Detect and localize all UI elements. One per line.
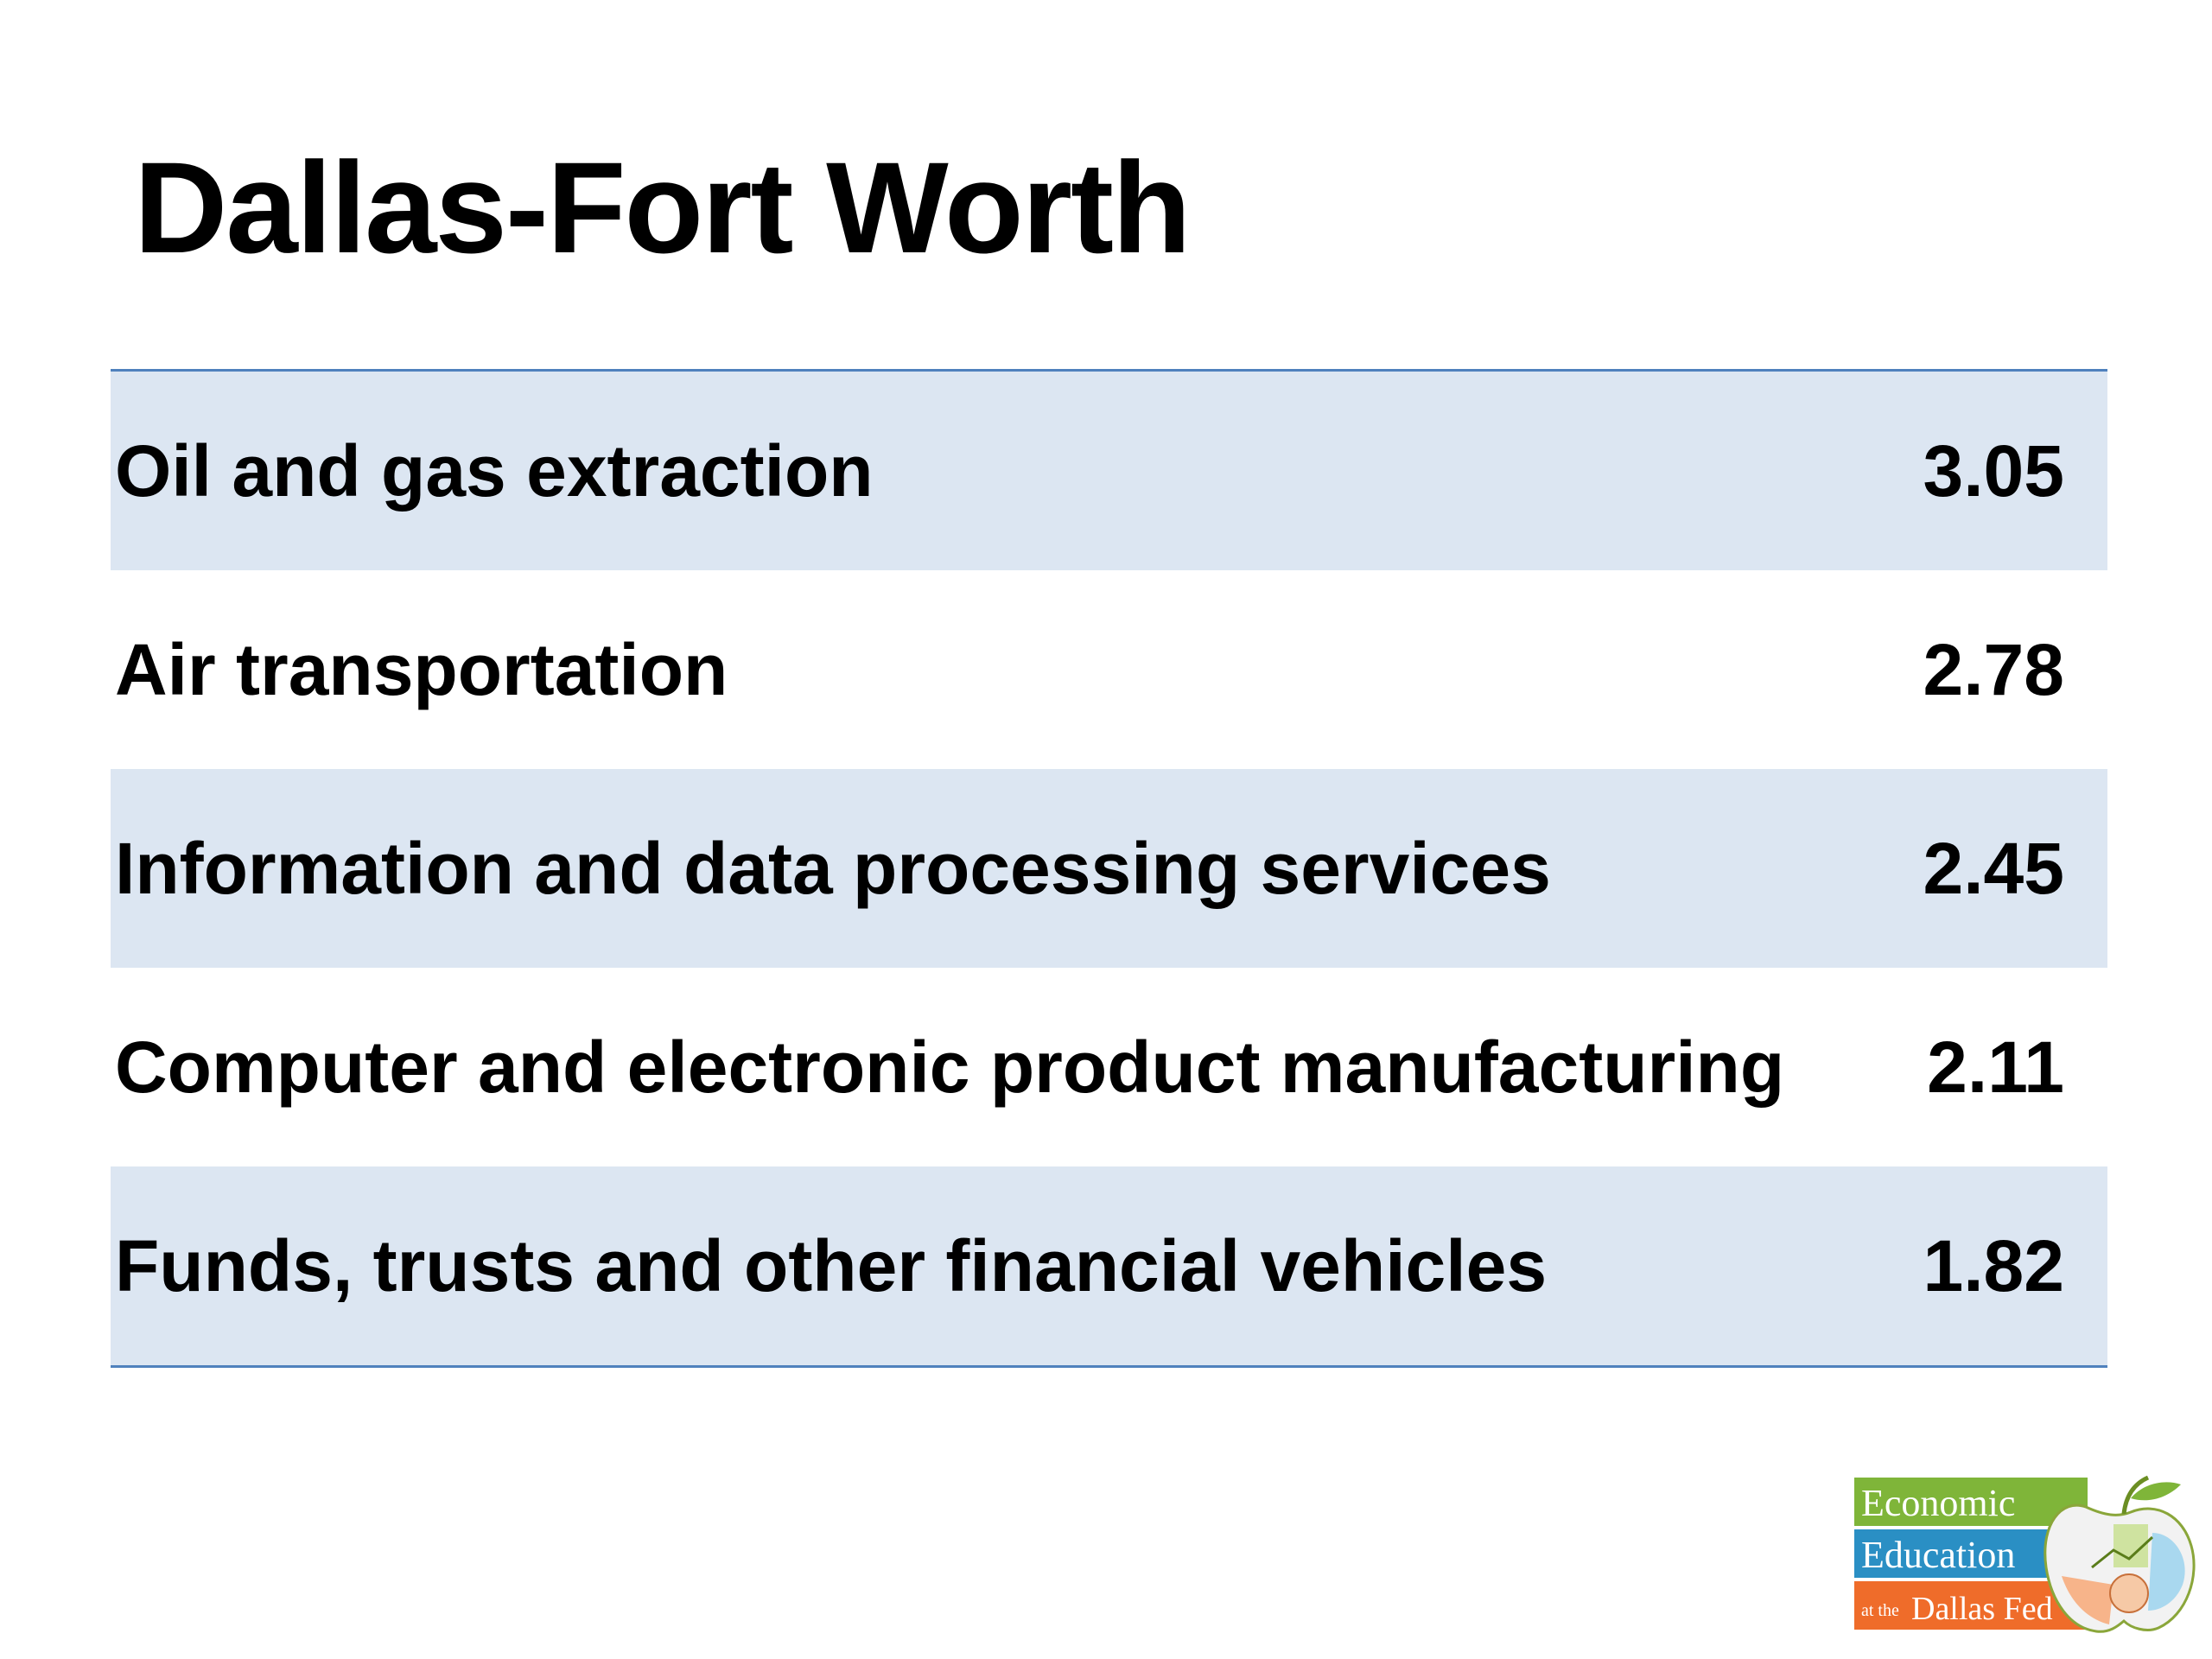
economic-education-logo: Economic Education at the Dallas Fed xyxy=(1854,1475,2196,1633)
data-table: Oil and gas extraction 3.05 Air transpor… xyxy=(111,369,2107,1368)
table-row: Information and data processing services… xyxy=(111,769,2107,968)
row-label: Funds, trusts and other financial vehicl… xyxy=(111,1166,1826,1367)
row-label: Information and data processing services xyxy=(111,769,1826,968)
row-value: 2.78 xyxy=(1923,629,2065,710)
table-row: Air transportation 2.78 xyxy=(111,570,2107,769)
row-value: 3.05 xyxy=(1826,370,2107,570)
row-value: 1.82 xyxy=(1826,1166,2107,1367)
logo-line-dallas-fed: Dallas Fed xyxy=(1911,1591,2053,1627)
row-label: Oil and gas extraction xyxy=(111,370,1826,570)
table-row: Oil and gas extraction 3.05 xyxy=(111,370,2107,570)
logo-line-at-the: at the xyxy=(1861,1601,1899,1620)
row-label: Air transportation xyxy=(115,629,728,710)
table-row: Computer and electronic product manufact… xyxy=(111,968,2107,1166)
logo-line-education: Education xyxy=(1861,1534,2015,1576)
row-value: 2.45 xyxy=(1826,769,2107,968)
table-row: Funds, trusts and other financial vehicl… xyxy=(111,1166,2107,1367)
row-label: Computer and electronic product manufact… xyxy=(115,1027,1785,1108)
logo-band-green xyxy=(1854,1478,2088,1526)
apple-icon xyxy=(2044,1475,2196,1633)
logo-band-orange xyxy=(1854,1581,2088,1630)
slide-title: Dallas-Fort Worth xyxy=(134,135,1192,280)
logo-line-economic: Economic xyxy=(1861,1482,2015,1524)
row-value: 2.11 xyxy=(1927,1027,2064,1108)
